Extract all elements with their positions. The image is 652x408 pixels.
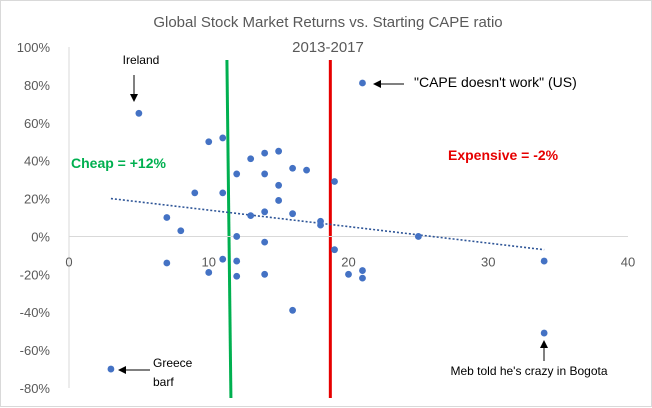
- data-point: [163, 214, 171, 221]
- x-tick-label: 40: [621, 254, 635, 269]
- data-point: [261, 170, 269, 178]
- data-point: [275, 197, 283, 204]
- data-point: [247, 155, 255, 163]
- data-point: [289, 306, 296, 314]
- y-tick-label: 60%: [24, 116, 50, 131]
- data-point: [219, 255, 227, 263]
- data-point: [414, 233, 422, 240]
- y-tick-label: -20%: [20, 267, 51, 282]
- data-point: [219, 134, 227, 142]
- label-cheap: Cheap = +12%: [71, 155, 166, 171]
- y-tick-label: 20%: [24, 192, 50, 207]
- x-tick-label: 0: [65, 254, 72, 269]
- data-point: [331, 178, 338, 185]
- arrow-ireland: [130, 75, 138, 102]
- data-point: [261, 270, 269, 278]
- trendline: [110, 197, 545, 251]
- arrow-us: [373, 80, 404, 88]
- data-point: [219, 189, 227, 197]
- label-expensive: Expensive = -2%: [448, 147, 559, 163]
- data-point: [275, 181, 283, 189]
- data-point: [261, 149, 269, 157]
- arrow-meb: [540, 340, 548, 361]
- annotation-meb: Meb told he's crazy in Bogota: [450, 364, 607, 378]
- x-tick-label: 30: [481, 254, 495, 269]
- data-point: [261, 208, 269, 216]
- data-point: [191, 189, 199, 197]
- annotation-greece-line2: barf: [153, 375, 174, 389]
- y-tick-label: 40%: [24, 154, 50, 169]
- data-point: [303, 166, 310, 174]
- y-tick-label: 80%: [24, 78, 50, 93]
- valuation-threshold-lines: [225, 59, 332, 399]
- y-tick-label: -80%: [20, 381, 51, 396]
- arrow-greece: [118, 366, 150, 374]
- data-point: [135, 109, 143, 117]
- data-point: [359, 274, 366, 282]
- data-point: [261, 238, 269, 246]
- annotation-greece-line1: Greece: [153, 356, 193, 370]
- y-tick-label: -40%: [20, 305, 51, 320]
- data-point: [359, 267, 366, 274]
- data-point: [275, 147, 283, 155]
- y-tick-label: 100%: [17, 40, 51, 55]
- data-point: [177, 227, 185, 235]
- data-point: [540, 257, 548, 265]
- trendline-group: [110, 197, 545, 251]
- data-point: [331, 246, 338, 254]
- data-point: [163, 259, 171, 267]
- data-points: [107, 79, 548, 373]
- annotation-ireland: Ireland: [123, 53, 160, 67]
- y-tick-label: -60%: [20, 343, 51, 358]
- data-point: [233, 257, 241, 265]
- y-tick-label: 0%: [31, 229, 50, 244]
- data-point: [540, 329, 548, 337]
- chart-title: Global Stock Market Returns vs. Starting…: [153, 14, 502, 31]
- axes: 100% 80% 60% 40% 20% 0% -20% -40% -60% -80% 0 10 20 3…: [17, 40, 635, 396]
- cheap-threshold-line: [225, 59, 233, 399]
- data-point: [205, 269, 213, 276]
- x-tick-label: 20: [341, 254, 355, 269]
- data-point: [317, 221, 324, 229]
- data-point: [289, 210, 296, 218]
- data-point: [345, 270, 352, 278]
- data-point: [289, 164, 296, 172]
- data-point: [359, 79, 366, 87]
- data-point: [247, 212, 255, 220]
- chart-subtitle: 2013-2017: [292, 39, 364, 56]
- data-point: [233, 272, 241, 280]
- annotation-us: "CAPE doesn't work" (US): [414, 74, 577, 90]
- data-point: [233, 233, 241, 240]
- data-point: [205, 138, 213, 146]
- data-point: [107, 365, 115, 373]
- x-tick-label: 10: [202, 254, 216, 269]
- data-point: [233, 170, 241, 178]
